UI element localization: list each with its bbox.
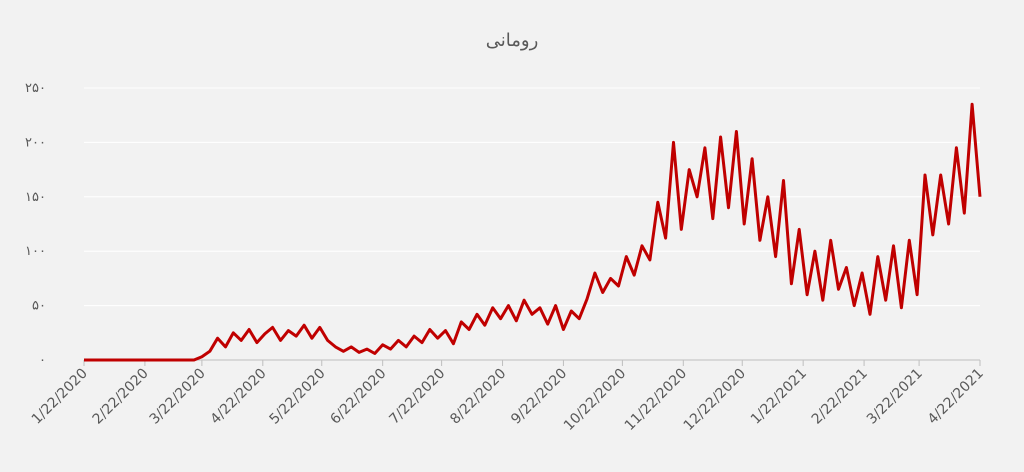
x-tick-label: 1/22/2020	[29, 366, 91, 428]
x-tick-label: 6/22/2020	[327, 366, 389, 428]
x-tick-label: 8/22/2020	[447, 366, 509, 428]
x-tick-label: 10/22/2020	[561, 366, 629, 434]
x-tick-label: 2/22/2020	[90, 366, 152, 428]
y-tick-label: ۱۰۰	[25, 244, 46, 259]
data-line	[84, 102, 982, 362]
x-tick-label: 3/22/2021	[864, 366, 926, 428]
chart-title: رومانی	[486, 30, 539, 51]
y-tick-label: ۵۰	[32, 299, 46, 314]
y-tick-label: ۰	[39, 353, 46, 368]
x-tick-label: 11/22/2020	[622, 366, 690, 434]
x-tick-label: 3/22/2020	[147, 366, 209, 428]
x-tick-label: 12/22/2020	[681, 366, 749, 434]
y-tick-label: ۱۵۰	[25, 190, 46, 205]
x-tick-label: 4/22/2020	[208, 366, 270, 428]
x-tick-label: 4/22/2021	[925, 366, 987, 428]
x-tick-label: 2/22/2021	[809, 366, 871, 428]
y-tick-label: ۲۵۰	[25, 81, 46, 96]
x-tick-label: 5/22/2020	[267, 366, 329, 428]
x-tick-label: 1/22/2021	[748, 366, 810, 428]
x-tick-label: 9/22/2020	[508, 366, 570, 428]
x-tick-label: 7/22/2020	[386, 366, 448, 428]
y-tick-label: ۲۰۰	[25, 135, 46, 150]
